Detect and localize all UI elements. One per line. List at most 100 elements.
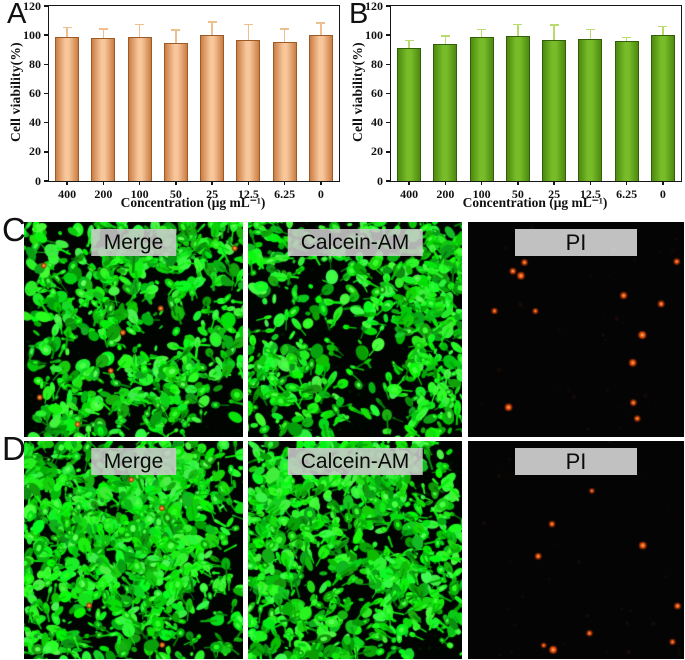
y-axis-tick [44, 34, 49, 36]
micrograph-label: PI [515, 229, 637, 256]
fluorescence-image [468, 222, 684, 437]
error-bar-cap [207, 21, 217, 24]
error-bar-line [662, 26, 664, 36]
x-axis-tick [283, 181, 286, 185]
x-axis-tick [102, 181, 105, 185]
x-axis-tick [320, 181, 322, 185]
error-bar-line [625, 37, 628, 41]
y-axis-tick [386, 92, 391, 95]
y-tick-label: 20 [29, 144, 41, 159]
error-bar-cap [316, 22, 326, 24]
panel-letter-d: D [2, 430, 26, 467]
x-tick-label: 6.25 [274, 187, 296, 201]
viability-bar [163, 43, 188, 181]
x-axis-tick [444, 181, 447, 185]
x-axis-tick [408, 181, 410, 185]
y-tick-label: 60 [29, 86, 41, 100]
panel-letter-a: A [7, 0, 27, 30]
x-axis-tick [589, 181, 592, 185]
y-tick-label: 80 [371, 56, 383, 71]
error-bar-line [175, 30, 177, 44]
x-tick-label: 200 [436, 187, 455, 201]
viability-bar [469, 36, 494, 181]
y-tick-label: 0 [377, 173, 383, 188]
error-bar-line [517, 24, 519, 36]
micrograph-c-merge: Merge [24, 222, 243, 437]
y-tick-label: 60 [371, 86, 383, 100]
x-tick-label: 50 [511, 187, 524, 201]
error-bar-cap [477, 28, 487, 31]
y-tick-label: 0 [35, 173, 41, 188]
viability-bar [127, 36, 152, 181]
error-bar-cap [513, 23, 523, 26]
error-bar-line [553, 24, 555, 40]
x-tick-label: 25 [548, 187, 561, 201]
x-axis-tick [553, 181, 555, 185]
plot-area-b: 0 20 40 60 80 100 120 400 200 100 50 25 12.5 6.25 0 [365, 0, 682, 200]
error-bar-line [480, 29, 483, 37]
x-tick-label: 12.5 [237, 187, 259, 201]
viability-bar [433, 43, 458, 181]
error-bar-cap [622, 36, 632, 39]
micrograph-d-pi: PI [468, 441, 684, 659]
error-bar-cap [658, 25, 668, 28]
fluorescence-image [248, 222, 462, 437]
y-axis-tick [386, 34, 391, 36]
viability-bar [55, 37, 80, 181]
y-axis-tick [44, 92, 49, 95]
y-tick-label: 100 [23, 27, 41, 42]
x-axis-tick [662, 181, 664, 185]
error-bar-line [66, 27, 68, 38]
plot-area-a: 0 20 40 60 80 100 120 400 200 100 50 25 12.5 6.25 0 [23, 0, 340, 200]
error-bar-line [444, 35, 447, 44]
error-bar-line [247, 24, 250, 40]
x-tick-label: 400 [400, 187, 419, 201]
x-tick-label: 400 [58, 187, 77, 201]
viability-bar [308, 35, 333, 181]
error-bar-cap [171, 29, 181, 32]
micrograph-label: PI [515, 448, 637, 475]
micrograph-c-calcein-am: Calcein-AM [248, 222, 462, 437]
viability-bar [578, 38, 603, 181]
x-tick-label: 200 [94, 187, 113, 201]
x-tick-label: 25 [206, 187, 219, 201]
micrograph-c-pi: PI [468, 222, 684, 437]
x-axis-tick [625, 181, 628, 185]
viability-bar [397, 48, 422, 181]
y-tick-label: 20 [371, 144, 383, 159]
x-tick-label: 50 [169, 187, 182, 201]
x-axis-tick [138, 181, 141, 185]
y-axis-tick [386, 180, 391, 182]
y-axis-tick [44, 5, 49, 7]
viability-bar [272, 41, 297, 181]
panel-letter-c: C [2, 211, 26, 248]
error-bar-cap [280, 28, 290, 30]
x-axis-tick [247, 181, 250, 185]
micrograph-label: Calcein-AM [287, 229, 423, 256]
viability-bar [650, 35, 675, 181]
chart-panel-a: Cell viability(%) 0 20 40 60 80 100 120 400 200 1… [0, 0, 343, 218]
micrograph-label: Merge [90, 448, 177, 475]
y-tick-label: 40 [29, 115, 41, 130]
error-bar-line [283, 28, 286, 42]
x-tick-label: 100 [472, 187, 491, 201]
error-bar-cap [549, 24, 559, 26]
y-axis-tick [44, 180, 49, 182]
viability-bar [542, 39, 567, 181]
chart-panel-b: Cell viability(%) 0 20 40 60 80 100 120 400 200 1… [342, 0, 685, 218]
y-tick-label: 120 [365, 0, 383, 13]
y-tick-label: 80 [29, 56, 41, 71]
y-axis-tick [386, 5, 391, 7]
error-bar-cap [585, 28, 595, 31]
error-bar-line [408, 40, 410, 49]
fluorescence-image [24, 441, 243, 659]
error-bar-line [589, 29, 592, 39]
fluorescence-image [248, 441, 462, 659]
y-tick-label: 100 [365, 27, 383, 42]
x-tick-label: 12.5 [579, 187, 601, 201]
x-tick-label: 6.25 [616, 187, 638, 201]
y-tick-label: 120 [23, 0, 41, 13]
x-axis-label-a: Concentration (μg mL⁻¹) [120, 195, 266, 210]
panel-letter-b: B [349, 0, 369, 30]
error-bar-cap [243, 23, 253, 26]
